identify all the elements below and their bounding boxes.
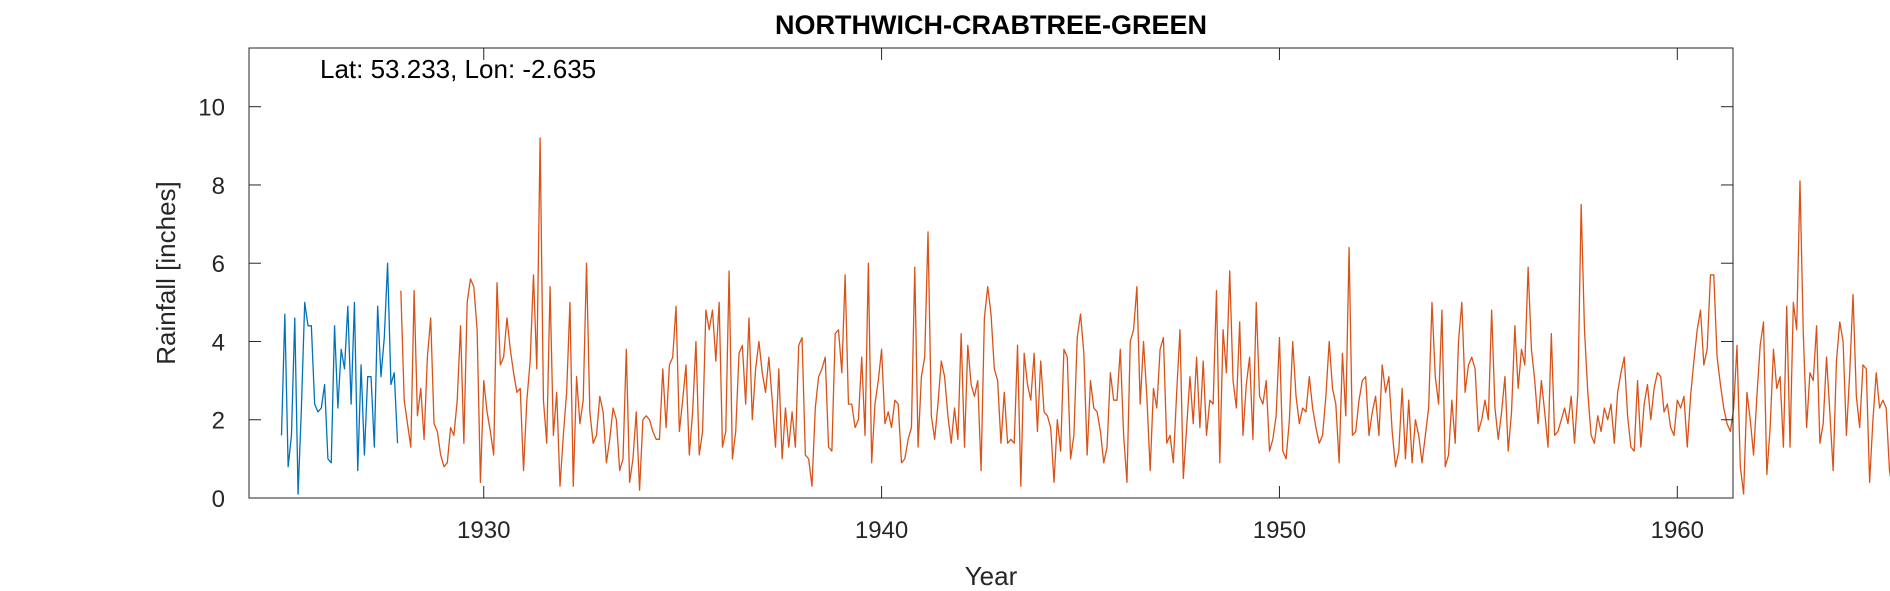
x-axis-title: Year	[965, 561, 1018, 591]
y-tick-label: 0	[212, 486, 225, 513]
ticks-layer: 1930 1940 1950 1960 0 2 4 6 8 10	[198, 48, 1733, 544]
rainfall-series-2-line	[400, 137, 1890, 495]
plot-area	[249, 48, 1733, 498]
rainfall-series-1-line	[280, 262, 399, 495]
y-tick-label: 10	[198, 95, 225, 122]
y-axis-title: Rainfall [inches]	[151, 181, 181, 365]
x-tick-label: 1940	[855, 517, 908, 544]
x-tick-label: 1930	[457, 517, 510, 544]
series-layer	[280, 137, 1890, 495]
y-tick-label: 8	[212, 173, 225, 200]
x-tick-label: 1960	[1651, 517, 1704, 544]
location-annotation: Lat: 53.233, Lon: -2.635	[320, 54, 596, 84]
chart-title: NORTHWICH-CRABTREE-GREEN	[775, 10, 1207, 40]
y-tick-label: 6	[212, 251, 225, 278]
y-tick-label: 2	[212, 408, 225, 435]
plot-frame	[248, 47, 1734, 499]
x-tick-label: 1950	[1253, 517, 1306, 544]
y-tick-label: 4	[212, 329, 225, 356]
